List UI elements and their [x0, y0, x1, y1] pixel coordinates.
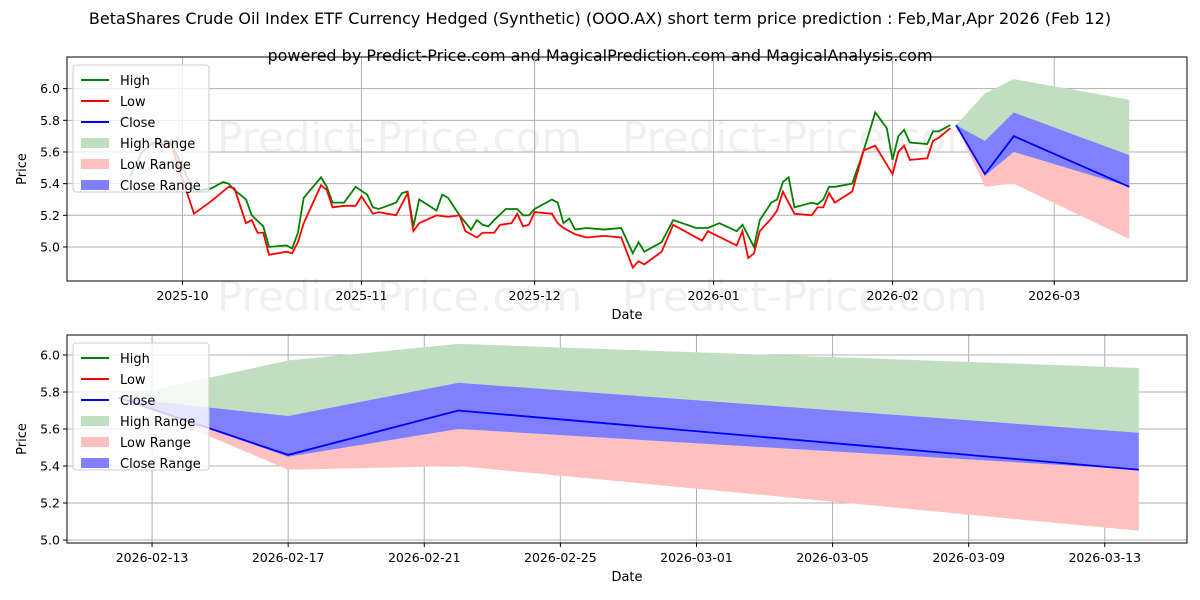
- high-range-band: [956, 79, 1130, 156]
- x-tick-label: 2026-03-09: [932, 550, 1005, 565]
- high-line: [129, 110, 951, 256]
- series-group: [129, 79, 1130, 270]
- legend-label: High: [120, 352, 150, 367]
- x-tick-label: 2026-02-25: [524, 550, 597, 565]
- legend-label: Low Range: [120, 158, 191, 173]
- chart-title: BetaShares Crude Oil Index ETF Currency …: [88, 9, 1112, 28]
- y-tick-label: 5.2: [40, 496, 60, 511]
- y-tick-label: 5.6: [40, 144, 60, 159]
- y-tick-label: 5.4: [40, 459, 60, 474]
- watermark: Predict-Price.com: [217, 113, 582, 162]
- legend: High Low Close High Range Low Range Close Ran…: [72, 342, 210, 472]
- legend-label: Close Range: [120, 179, 201, 194]
- y-tick-label: 6.0: [40, 81, 60, 96]
- y-tick-label: 5.4: [40, 176, 60, 191]
- legend: High Low Close High Range Low Range Close Ran…: [72, 64, 210, 194]
- close-line: [955, 124, 1130, 188]
- legend-swatch-patch: [81, 138, 109, 148]
- low-line: [153, 127, 951, 270]
- y-tick-label: 6.0: [40, 347, 60, 362]
- low-range-band: [118, 397, 1139, 531]
- series-group: [117, 343, 1139, 531]
- low-range-band: [956, 125, 1130, 240]
- x-tick-label: 2026-03-05: [796, 550, 869, 565]
- x-axis-label: Date: [611, 308, 642, 323]
- x-tick-label: 2026-02-17: [252, 550, 325, 565]
- plot-frame: [66, 56, 1188, 282]
- legend-swatch-patch: [81, 159, 109, 169]
- x-tick-label: 2026-03: [1028, 288, 1080, 303]
- legend-label: High Range: [120, 415, 195, 430]
- y-tick-label: 5.0: [40, 533, 60, 548]
- plot-panel-0: Predict-Price.com Predict-Price.com Predic…: [15, 56, 1188, 323]
- x-tick-label: 2026-02-13: [116, 550, 189, 565]
- watermark: Predict-Price.com: [217, 272, 582, 321]
- legend-label: Close: [120, 116, 155, 131]
- x-tick-label: 2025-12: [509, 288, 561, 303]
- x-tick-label: 2026-03-13: [1068, 550, 1141, 565]
- x-tick-label: 2026-03-01: [660, 550, 733, 565]
- x-tick-label: 2026-02: [866, 288, 918, 303]
- x-axis-label: Date: [611, 570, 642, 585]
- x-tick-label: 2026-02-21: [388, 550, 461, 565]
- high-range-band: [118, 343, 1139, 433]
- legend-label: Close: [120, 394, 155, 409]
- watermark: Predict-Price.com: [622, 272, 987, 321]
- x-tick-label: 2025-10: [156, 288, 208, 303]
- legend-swatch-patch: [81, 416, 109, 426]
- legend-swatch-patch: [81, 458, 109, 468]
- legend-label: High: [120, 74, 150, 89]
- plot-panel-1: Predict-Price.comPredict-Price.com5.05.2…: [15, 334, 1188, 585]
- y-axis-label: Price: [15, 153, 30, 185]
- chart-subtitle: powered by Predict-Price.com and Magical…: [267, 46, 933, 65]
- legend-label: Close Range: [120, 457, 201, 472]
- y-tick-label: 5.8: [40, 384, 60, 399]
- watermark: Predict-Price.com: [622, 113, 987, 162]
- legend-swatch-patch: [81, 180, 109, 190]
- legend-label: Low Range: [120, 436, 191, 451]
- legend-label: Low: [120, 373, 146, 388]
- legend-label: Low: [120, 95, 146, 110]
- y-tick-label: 5.8: [40, 113, 60, 128]
- y-tick-label: 5.2: [40, 208, 60, 223]
- y-tick-label: 5.6: [40, 422, 60, 437]
- y-axis-label: Price: [15, 423, 30, 455]
- x-tick-label: 2026-01: [687, 288, 739, 303]
- legend-label: High Range: [120, 137, 195, 152]
- y-tick-label: 5.0: [40, 239, 60, 254]
- plot-frame: [66, 334, 1188, 544]
- legend-swatch-patch: [81, 437, 109, 447]
- x-tick-label: 2025-11: [335, 288, 387, 303]
